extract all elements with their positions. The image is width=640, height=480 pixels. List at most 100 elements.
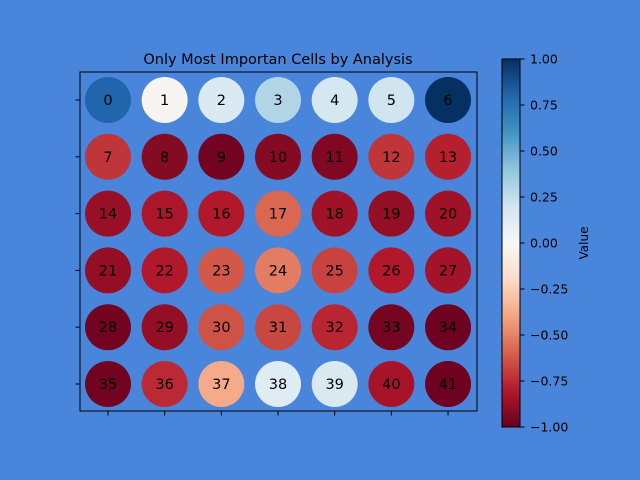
cell-label: 30 bbox=[212, 320, 230, 336]
cell-label: 11 bbox=[325, 150, 343, 166]
cell-label: 2 bbox=[217, 93, 226, 109]
heatmap-cell bbox=[255, 133, 302, 180]
cell-label: 38 bbox=[269, 377, 287, 393]
heatmap-cell bbox=[425, 247, 472, 294]
heatmap-cell bbox=[255, 304, 302, 351]
colorbar: −1.00 −0.75 −0.50 −0.25 0.00 0.25 0.50 0.75 1.00 bbox=[501, 52, 568, 435]
cell-label: 17 bbox=[269, 207, 287, 223]
heatmap-cell bbox=[368, 133, 415, 180]
colorbar-tick-label: −0.25 bbox=[530, 282, 568, 297]
cell-label: 28 bbox=[99, 320, 117, 336]
colorbar-tick-label: 0.50 bbox=[530, 144, 558, 159]
heatmap-cell bbox=[368, 304, 415, 351]
heatmap-cell bbox=[368, 247, 415, 294]
cell-label: 8 bbox=[160, 150, 169, 166]
colorbar-tick-label: 0.25 bbox=[530, 190, 558, 205]
cell-label: 39 bbox=[325, 377, 343, 393]
colorbar-tick-label: −1.00 bbox=[530, 420, 568, 435]
cell-label: 15 bbox=[155, 207, 173, 223]
cell-label: 35 bbox=[99, 377, 117, 393]
heatmap-cell bbox=[198, 77, 245, 123]
heatmap-cell bbox=[425, 361, 472, 407]
colorbar-tick-label: 0.75 bbox=[530, 98, 558, 113]
cell-label: 36 bbox=[155, 377, 173, 393]
heatmap-cell bbox=[141, 190, 188, 237]
cell-label: 5 bbox=[387, 93, 396, 109]
cell-label: 24 bbox=[269, 263, 287, 279]
heatmap-cell bbox=[198, 247, 245, 294]
cell-label: 37 bbox=[212, 377, 230, 393]
heatmap-cell bbox=[255, 247, 302, 294]
chart-title: Only Most Importan Cells by Analysis bbox=[143, 52, 412, 68]
cell-label: 4 bbox=[330, 93, 339, 109]
cell-label: 3 bbox=[273, 93, 282, 109]
heatmap-cell bbox=[311, 133, 358, 180]
plot-frame bbox=[79, 71, 478, 412]
cell-label: 33 bbox=[382, 320, 400, 336]
heatmap-cell bbox=[85, 133, 131, 180]
colorbar-label: Value bbox=[577, 227, 591, 260]
heatmap-cell bbox=[311, 304, 358, 351]
colorbar-tick-label: 1.00 bbox=[530, 52, 558, 67]
heatmap-cell bbox=[141, 133, 188, 180]
heatmap-cell bbox=[311, 361, 358, 407]
heatmap-cell bbox=[255, 361, 302, 407]
cell-label: 14 bbox=[99, 207, 117, 223]
heatmap-cell bbox=[425, 133, 472, 180]
cell-label: 31 bbox=[269, 320, 287, 336]
colorbar-gradient bbox=[501, 58, 521, 428]
heatmap-cell bbox=[198, 133, 245, 180]
cell-label: 13 bbox=[439, 150, 457, 166]
heatmap-cell bbox=[425, 77, 472, 123]
colorbar-tick-label: 0.00 bbox=[530, 236, 558, 251]
cell-label: 23 bbox=[212, 263, 230, 279]
cell-label: 22 bbox=[155, 263, 173, 279]
heatmap-cell bbox=[198, 304, 245, 351]
cell-label: 29 bbox=[155, 320, 173, 336]
cell-label: 34 bbox=[439, 320, 457, 336]
heatmap-cell bbox=[85, 304, 131, 351]
heatmap-cell bbox=[198, 190, 245, 237]
cell-label: 1 bbox=[160, 93, 169, 109]
heatmap-cell bbox=[425, 190, 472, 237]
cell-label: 27 bbox=[439, 263, 457, 279]
cell-label: 32 bbox=[325, 320, 343, 336]
heatmap-cell bbox=[425, 304, 472, 351]
heatmap-cell bbox=[255, 190, 302, 237]
heatmap-cell bbox=[368, 361, 415, 407]
cell-label: 40 bbox=[382, 377, 400, 393]
cell-label: 21 bbox=[99, 263, 117, 279]
cell-label: 0 bbox=[103, 93, 112, 109]
heatmap-cell bbox=[311, 77, 358, 123]
heatmap-cell bbox=[368, 77, 415, 123]
heatmap-cell bbox=[311, 247, 358, 294]
cell-label: 12 bbox=[382, 150, 400, 166]
heatmap-cell bbox=[141, 361, 188, 407]
heatmap-cell bbox=[85, 190, 131, 237]
cell-label: 25 bbox=[325, 263, 343, 279]
heatmap-cell bbox=[85, 361, 131, 407]
heatmap-cell bbox=[311, 190, 358, 237]
cell-label: 19 bbox=[382, 207, 400, 223]
cell-label: 41 bbox=[439, 377, 457, 393]
cell-label: 6 bbox=[443, 93, 452, 109]
heatmap-cell bbox=[141, 77, 188, 123]
colorbar-tick-label: −0.50 bbox=[530, 328, 568, 343]
heatmap-cell bbox=[198, 361, 245, 407]
heatmap-cell bbox=[85, 247, 131, 294]
cell-label: 9 bbox=[217, 150, 226, 166]
cell-label: 7 bbox=[103, 150, 112, 166]
colorbar-tick-label: −0.75 bbox=[530, 374, 568, 389]
heatmap-cell bbox=[368, 190, 415, 237]
heatmap-cell bbox=[85, 77, 131, 123]
cell-label: 26 bbox=[382, 263, 400, 279]
cell-label: 16 bbox=[212, 207, 230, 223]
heatmap-cell bbox=[141, 304, 188, 351]
heatmap-cell bbox=[141, 247, 188, 294]
cell-label: 20 bbox=[439, 207, 457, 223]
cell-label: 18 bbox=[325, 207, 343, 223]
heatmap-cell bbox=[255, 77, 302, 123]
cell-label: 10 bbox=[269, 150, 287, 166]
